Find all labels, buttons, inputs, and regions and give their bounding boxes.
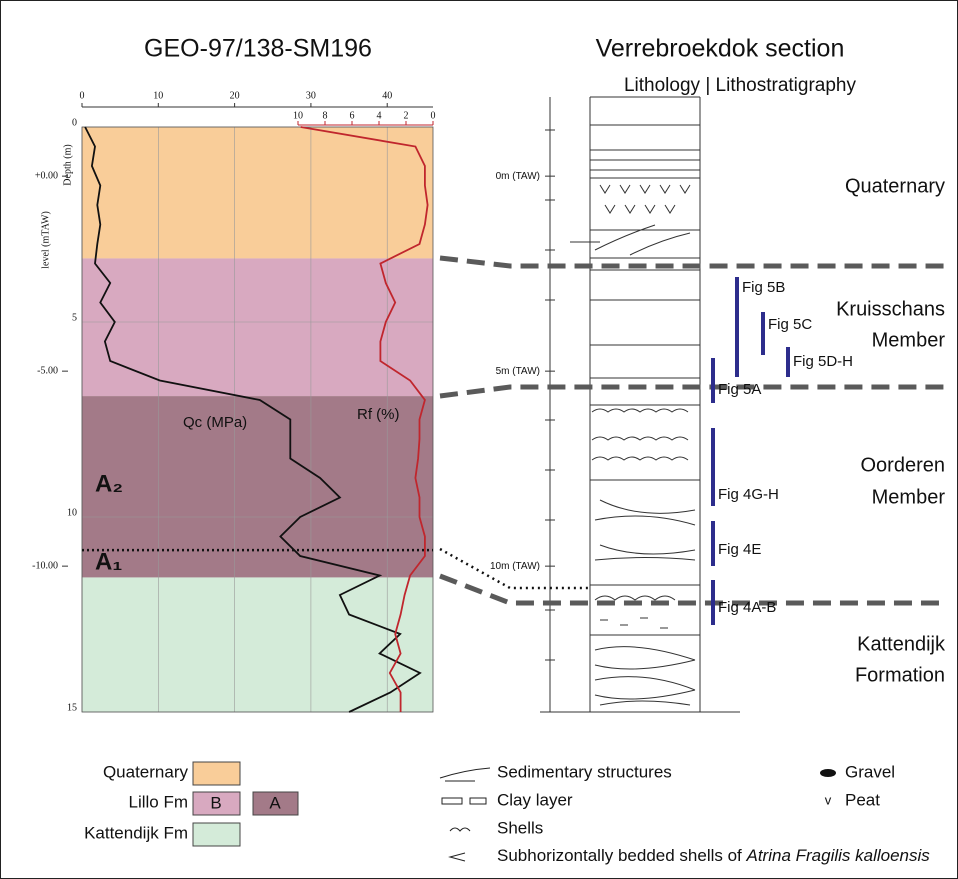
level-label: 0m (TAW) xyxy=(496,171,540,182)
unit-label: Oorderen xyxy=(861,454,946,476)
x-tick-label: 20 xyxy=(230,90,240,101)
x-tick-label: 10 xyxy=(153,90,163,101)
fig-label: Fig 5B xyxy=(742,279,785,296)
level-tick-label: -10.00 xyxy=(32,560,58,571)
fig-label: Fig 5D-H xyxy=(793,353,853,370)
zone xyxy=(82,258,433,397)
depth-tick-label: 10 xyxy=(67,507,77,518)
boundaries xyxy=(439,255,945,606)
legend-swatch xyxy=(192,761,241,786)
section-title: Verrebroekdok section xyxy=(596,35,845,63)
fig-bar xyxy=(786,347,790,377)
fig-bars: Fig 5B Fig 5C Fig 5D-H Fig 5A Fig 4G-H Fig 4E… xyxy=(711,277,853,625)
zone xyxy=(82,577,433,712)
x-tick-label: 40 xyxy=(382,90,392,101)
depth-tick-label: 15 xyxy=(67,702,77,713)
legend-symbol xyxy=(449,827,471,832)
y2-tick-label: 10 xyxy=(293,110,303,121)
unit-label: Member xyxy=(872,329,946,351)
legend-label: Peat xyxy=(845,790,880,809)
fig-bar xyxy=(711,358,715,403)
legend-symbol xyxy=(820,769,836,777)
legend-label: Gravel xyxy=(845,762,895,781)
fig-bar xyxy=(735,277,739,377)
legend-label: Shells xyxy=(497,818,543,837)
fig-bar xyxy=(761,312,765,355)
fig-label: Fig 4G-H xyxy=(718,486,779,503)
legend-label: Quaternary xyxy=(103,762,189,781)
x-tick-label: 0 xyxy=(80,90,85,101)
legend-label: Clay layer xyxy=(497,790,573,809)
depth-tick-label: 5 xyxy=(72,312,77,323)
annotation: A₁ xyxy=(95,548,122,575)
level-label: level (mTAW) xyxy=(40,211,51,269)
y2-tick-label: 6 xyxy=(350,110,355,121)
legend: Quaternary Lillo Fm Kattendijk Fm B A Se… xyxy=(84,761,930,865)
y2-tick-label: 0 xyxy=(431,110,436,121)
legend-symbol xyxy=(441,797,487,805)
section-subtitle: Lithology | Lithostratigraphy xyxy=(624,75,857,96)
legend-box-label: A xyxy=(269,793,281,812)
data-line xyxy=(300,126,429,712)
level-tick-label: +0.00 xyxy=(35,170,58,181)
fig-label: Fig 4A-B xyxy=(718,599,776,616)
plot-frame xyxy=(81,126,434,713)
annotation: A₂ xyxy=(95,470,123,497)
legend-symbol: v xyxy=(825,792,832,807)
subdivision-link xyxy=(439,547,590,590)
legend-symbol xyxy=(448,852,466,862)
lithology-column xyxy=(540,96,740,713)
unit-label: Member xyxy=(872,486,946,508)
level-label: 5m (TAW) xyxy=(496,366,540,377)
unit-label: Formation xyxy=(855,664,945,686)
depth-tick-label: 0 xyxy=(72,117,77,128)
series-label: Rf (%) xyxy=(357,406,400,423)
legend-box-label: B xyxy=(210,793,221,812)
chart-title: GEO-97/138-SM196 xyxy=(144,35,372,63)
fig-bar xyxy=(711,521,715,566)
zone xyxy=(82,127,433,259)
level-label: 10m (TAW) xyxy=(490,561,540,572)
legend-swatch xyxy=(192,822,241,847)
fig-label: Fig 5C xyxy=(768,316,812,333)
unit-label: Kruisschans xyxy=(836,298,945,320)
depth-label: Depth (m) xyxy=(62,144,73,185)
series-label: Qc (MPa) xyxy=(183,414,247,431)
legend-swatch xyxy=(252,791,299,816)
zone xyxy=(82,396,433,578)
fig-label: Fig 4E xyxy=(718,541,761,558)
level-tick-label: -5.00 xyxy=(37,365,58,376)
legend-text: Subhorizontally bedded shells of xyxy=(497,846,747,865)
unit-label: Kattendijk xyxy=(857,633,946,655)
legend-swatch xyxy=(192,791,241,816)
fig-bar xyxy=(711,580,715,625)
unit-label: Quaternary xyxy=(845,175,945,197)
fig-label: Fig 5A xyxy=(718,381,761,398)
y2-tick-label: 8 xyxy=(323,110,328,121)
legend-label: Sedimentary structures xyxy=(497,762,672,781)
x-tick-label: 30 xyxy=(306,90,316,101)
y2-tick-label: 4 xyxy=(377,110,382,121)
fig-bar xyxy=(711,428,715,506)
legend-label: Kattendijk Fm xyxy=(84,823,188,842)
data-line xyxy=(84,126,422,713)
y2-tick-label: 2 xyxy=(404,110,409,121)
legend-symbol xyxy=(439,767,491,782)
legend-text: Atrina Fragilis kalloensis xyxy=(746,846,931,865)
legend-label: Lillo Fm xyxy=(128,792,188,811)
legend-label: Subhorizontally bedded shells of Atrina … xyxy=(497,846,930,865)
